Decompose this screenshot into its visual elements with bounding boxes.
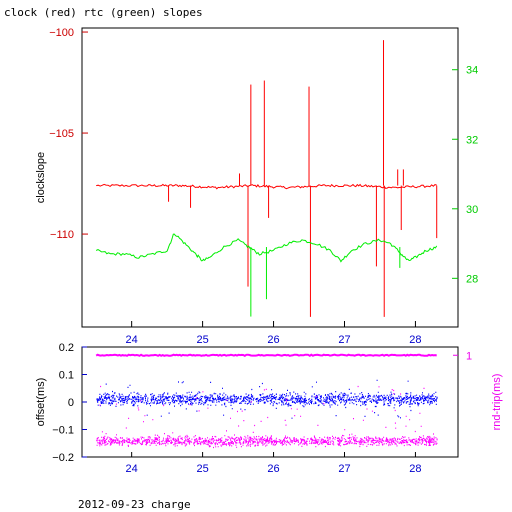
roundtrip-scatter — [96, 385, 438, 449]
chart-title: clock (red) rtc (green) slopes — [4, 6, 203, 19]
bottom-y-tick-label: −0.2 — [52, 452, 74, 464]
top-x-tick-label: 28 — [409, 334, 421, 346]
top-y2-tick-label: 30 — [466, 204, 478, 216]
top-x-tick-label: 26 — [267, 334, 279, 346]
top-y-tick-label: −110 — [50, 229, 74, 241]
top-y-tick-label: −105 — [49, 128, 74, 140]
clock-slope-line — [96, 183, 437, 190]
top-y2-tick-label: 34 — [466, 65, 478, 77]
bottom-y-tick-label: −0.1 — [52, 425, 74, 437]
bottom-x-tick-label: 25 — [196, 463, 208, 475]
top-y-tick-label: −100 — [49, 27, 74, 39]
roundtrip-baseline — [95, 353, 437, 358]
bottom-x-tick-label: 26 — [267, 463, 279, 475]
top-x-tick-label: 25 — [196, 334, 208, 346]
bottom-y-tick-label: 0.1 — [59, 370, 74, 382]
offset-scatter — [96, 379, 438, 419]
top-y2-tick-label: 28 — [466, 273, 478, 285]
bottom-x-tick-label: 27 — [338, 463, 350, 475]
bottom-y-tick-label: 0.2 — [59, 342, 74, 354]
footer-caption: 2012-09-23 charge — [78, 498, 191, 511]
top-y2-tick-label: 32 — [466, 134, 478, 146]
bottom-y-tick-label: 0 — [68, 397, 74, 409]
top-x-tick-label: 24 — [126, 334, 138, 346]
top-y-axis-label: clockslope — [35, 152, 47, 203]
bottom-y2-axis-label: rnd-trip(ms) — [491, 374, 503, 431]
top-x-tick-label: 27 — [338, 334, 350, 346]
bottom-y-axis-label: offset(ms) — [35, 378, 47, 427]
bottom-y2-tick-label: 1 — [466, 350, 472, 362]
top-plot-frame — [81, 27, 459, 328]
bottom-x-tick-label: 28 — [409, 463, 421, 475]
bottom-x-tick-label: 24 — [126, 463, 138, 475]
